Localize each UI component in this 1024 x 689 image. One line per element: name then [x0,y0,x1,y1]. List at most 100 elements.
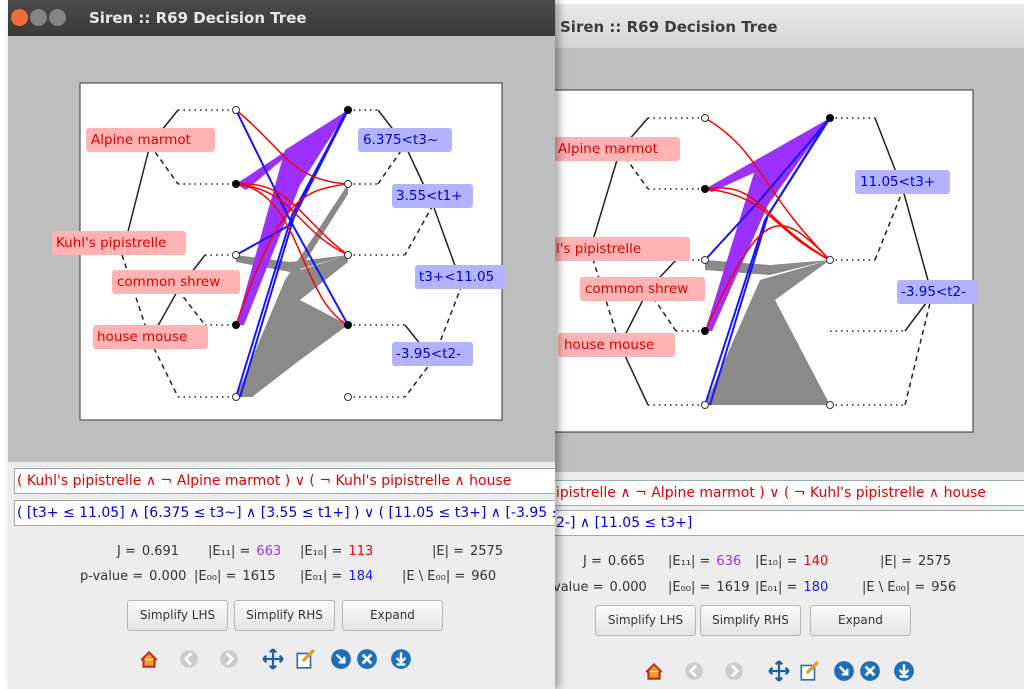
stat-value: 960 [471,569,497,584]
toolbar-icon[interactable] [798,660,820,682]
icon-graphic [834,661,854,681]
stat-label: J = [117,544,136,559]
stat-value: 184 [348,569,374,584]
stat-label: |E| = [432,544,464,559]
icon-graphic [180,650,198,668]
lhs-query: ipistrelle ∧ ¬ Alpine marmot ) ∨ ( ¬ Kuh… [553,480,1024,506]
tree-nodes [701,114,834,409]
toolbar-icon[interactable] [390,648,412,670]
icon-graphic [725,662,743,680]
flows [235,109,349,398]
lhs-node-label: l's pipistrelle [556,241,641,257]
lhs-node-label: Alpine marmot [558,141,658,157]
stat: |E₁₁| = 636 [668,554,741,569]
title-bar [548,4,1024,48]
close-button[interactable] [11,9,28,26]
stat-value: 2575 [918,554,952,569]
lhs-node-label: Kuhl's pipistrelle [56,235,166,251]
button[interactable]: Simplify LHS [595,605,696,636]
toolbar-icon[interactable] [356,648,378,670]
stat-label: |E₁₀| = [300,544,343,559]
toolbar-icon[interactable] [768,660,790,682]
window-title: Siren :: R69 Decision Tree [89,9,307,27]
rhs-node-label: -3.95<t2- [396,346,461,362]
icon-graphic [685,662,703,680]
stat-label: p-value = [80,569,144,584]
stat: J = 0.691 [117,544,179,559]
stat: |E \ E₀₀| = 956 [862,580,956,595]
stat: |E| = 2575 [880,554,951,569]
toolbar-icon[interactable] [683,660,705,682]
button[interactable]: Simplify LHS [127,600,228,631]
icon-graphic [262,648,284,670]
toolbar-icon[interactable] [643,660,665,682]
window-front: Siren :: R69 Decision Tree Alpine ma [8,0,555,689]
stat-value: 1615 [242,569,276,584]
rhs-query: 2-] ∧ [11.05 ≤ t3+] [553,510,1024,536]
toolbar-icon[interactable] [138,648,160,670]
stat-value: 0.691 [141,544,180,559]
stat: |E₀₀| = 1615 [194,569,276,584]
window-back: Siren :: R69 Decision Tree Alpine marmot [548,4,1024,689]
stat-value: 2575 [470,544,504,559]
stat-label: |E₁₀| = [755,554,798,569]
toolbar-icon[interactable] [262,648,284,670]
lhs-query: ( Kuhl's pipistrelle ∧ ¬ Alpine marmot )… [14,468,555,494]
lhs-node-label: house mouse [564,337,654,353]
rhs-node-label: -3.95<t2- [901,284,966,300]
minimize-button[interactable] [30,9,47,26]
window-title: Siren :: R69 Decision Tree [560,18,778,36]
stat: |E₀₁| = 180 [755,580,828,595]
stat-value: 0.665 [607,554,646,569]
icon-graphic [331,649,351,669]
stat-label: |E₀₀| = [668,580,711,595]
tree-plot: Alpine marmot l's pipistrelle common shr… [548,89,978,433]
toolbar-icon[interactable] [218,648,240,670]
stat-label: |E \ E₀₀| = [402,569,466,584]
stat-label: |E₁₁| = [668,554,711,569]
stat-value: 113 [348,544,374,559]
button[interactable]: Simplify RHS [234,600,335,631]
flows [704,117,831,406]
toolbar-icon[interactable] [833,660,855,682]
icon-graphic [894,661,914,681]
icon-graphic [296,649,315,669]
icon-graphic [768,660,790,682]
toolbar-icon[interactable] [859,660,881,682]
toolbar-icon[interactable] [330,648,352,670]
stat: J = 0.665 [583,554,645,569]
stat-value: 663 [256,544,282,559]
rhs-node-label: 3.55<t1+ [396,188,463,204]
stat-value: 1619 [716,580,750,595]
toolbar-icon[interactable] [294,648,316,670]
rhs-node-label: 11.05<t3+ [860,174,935,190]
stat: |E₀₀| = 1619 [668,580,750,595]
stat: |E₁₀| = 140 [755,554,828,569]
stat-label: |E₀₀| = [194,569,237,584]
icon-graphic [357,649,377,669]
icon-graphic [860,661,880,681]
button[interactable]: Expand [342,600,443,631]
title-bar [8,0,555,36]
stat: value = 0.000 [553,580,647,595]
stat-label: J = [583,554,602,569]
button[interactable]: Expand [810,605,911,636]
lhs-node-label: common shrew [117,274,220,290]
stat-label: |E₀₁| = [300,569,343,584]
stat-label: |E₀₁| = [755,580,798,595]
stat-label: |E₁₁| = [208,544,251,559]
stat: |E| = 2575 [432,544,503,559]
stat-value: 180 [803,580,829,595]
toolbar-icon[interactable] [723,660,745,682]
button[interactable]: Simplify RHS [700,605,801,636]
icon-graphic [800,661,819,681]
stat-label: |E \ E₀₀| = [862,580,926,595]
maximize-button[interactable] [49,9,66,26]
lhs-node-label: house mouse [97,329,187,345]
stat-value: 140 [803,554,829,569]
toolbar-icon[interactable] [893,660,915,682]
icon-graphic [140,650,158,668]
toolbar-icon[interactable] [178,648,200,670]
rhs-query: ( [t3+ ≤ 11.05] ∧ [6.375 ≤ t3~] ∧ [3.55 … [14,500,555,526]
